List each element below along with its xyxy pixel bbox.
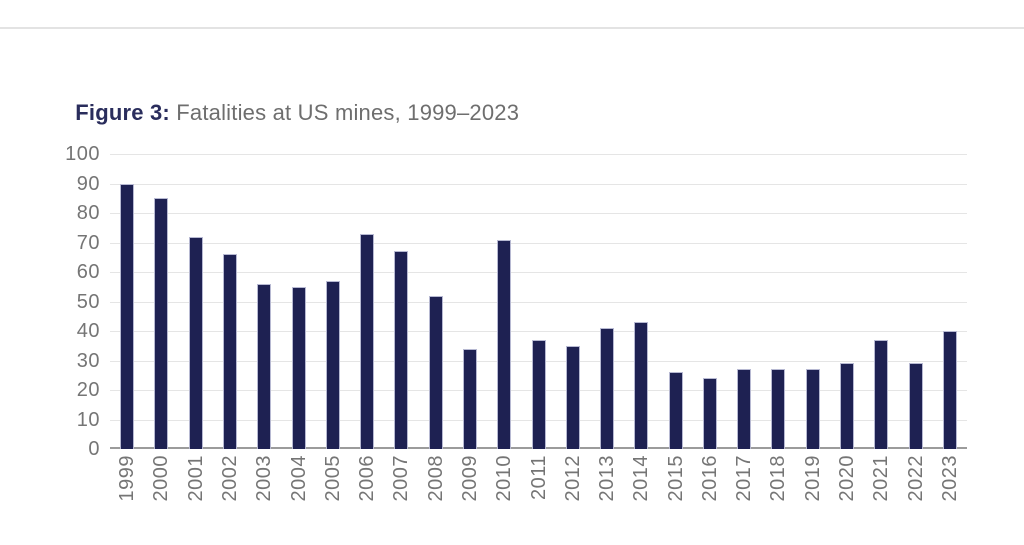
y-tick-40: 40 [76, 320, 100, 342]
x-tick-2004: 2004 [287, 455, 310, 502]
x-tick-2020: 2020 [836, 455, 859, 502]
x-tick-2015: 2015 [664, 455, 687, 502]
x-tick-2005: 2005 [321, 455, 344, 502]
y-tick-100: 100 [65, 143, 100, 165]
bar-2012 [565, 345, 580, 449]
y-tick-90: 90 [76, 172, 100, 195]
bar-2006 [360, 233, 375, 449]
x-tick-2002: 2002 [218, 455, 241, 502]
bar-2016 [702, 378, 717, 449]
plot-area [110, 154, 967, 449]
x-tick-2001: 2001 [184, 455, 207, 502]
x-tick-2006: 2006 [356, 455, 379, 502]
bar-2000 [154, 198, 169, 449]
x-tick-2018: 2018 [767, 455, 790, 502]
x-tick-2010: 2010 [493, 455, 516, 502]
x-tick-2000: 2000 [150, 455, 173, 502]
figure-label: Figure 3: [75, 100, 170, 125]
bar-2020 [840, 363, 855, 449]
y-tick-10: 10 [76, 408, 100, 431]
y-tick-60: 60 [76, 261, 100, 283]
figure-title-text: Fatalities at US mines, 1999–2023 [169, 100, 520, 125]
bar-2010 [497, 239, 512, 449]
bar-2017 [737, 369, 752, 449]
bar-2001 [188, 236, 203, 449]
x-tick-2017: 2017 [733, 455, 756, 502]
bar-2007 [394, 251, 409, 449]
top-divider [0, 27, 1024, 29]
gridline-40 [110, 331, 967, 332]
x-tick-2013: 2013 [596, 455, 619, 502]
x-tick-2023: 2023 [938, 455, 961, 502]
y-tick-50: 50 [76, 290, 100, 313]
bar-2003 [257, 283, 272, 449]
x-tick-2011: 2011 [527, 455, 550, 501]
y-tick-80: 80 [76, 202, 100, 224]
bar-2011 [531, 339, 546, 449]
gridline-60 [110, 272, 967, 273]
bar-2005 [325, 280, 340, 449]
x-tick-2019: 2019 [801, 455, 824, 502]
bar-2014 [634, 322, 649, 449]
x-tick-2022: 2022 [904, 455, 927, 502]
x-tick-2012: 2012 [561, 455, 584, 502]
gridline-80 [110, 213, 967, 214]
bar-2023 [942, 331, 957, 449]
bar-1999 [120, 183, 135, 449]
bar-2004 [291, 286, 306, 449]
x-tick-2009: 2009 [458, 455, 481, 502]
bar-2002 [222, 254, 237, 449]
x-tick-2008: 2008 [424, 455, 447, 502]
figure-title: Figure 3: Fatalities at US mines, 1999–2… [50, 74, 519, 152]
x-tick-2016: 2016 [698, 455, 721, 502]
bar-2022 [908, 363, 923, 449]
gridline-90 [110, 183, 967, 185]
bar-2009 [462, 348, 477, 449]
x-tick-2007: 2007 [390, 455, 413, 502]
bar-2021 [874, 339, 889, 449]
x-tick-2014: 2014 [630, 455, 653, 502]
x-tick-1999: 1999 [116, 455, 139, 502]
y-tick-30: 30 [76, 349, 100, 372]
x-tick-2003: 2003 [253, 455, 276, 502]
bar-2015 [668, 372, 683, 449]
gridline-70 [110, 242, 967, 244]
x-tick-2021: 2021 [870, 455, 893, 502]
bar-2019 [805, 369, 820, 449]
y-tick-0: 0 [88, 438, 100, 460]
bar-2008 [428, 295, 443, 449]
gridline-50 [110, 301, 967, 303]
bar-2018 [771, 369, 786, 449]
gridline-100 [110, 154, 967, 155]
y-tick-70: 70 [76, 231, 100, 254]
bar-2013 [600, 328, 615, 449]
y-tick-20: 20 [76, 379, 100, 401]
